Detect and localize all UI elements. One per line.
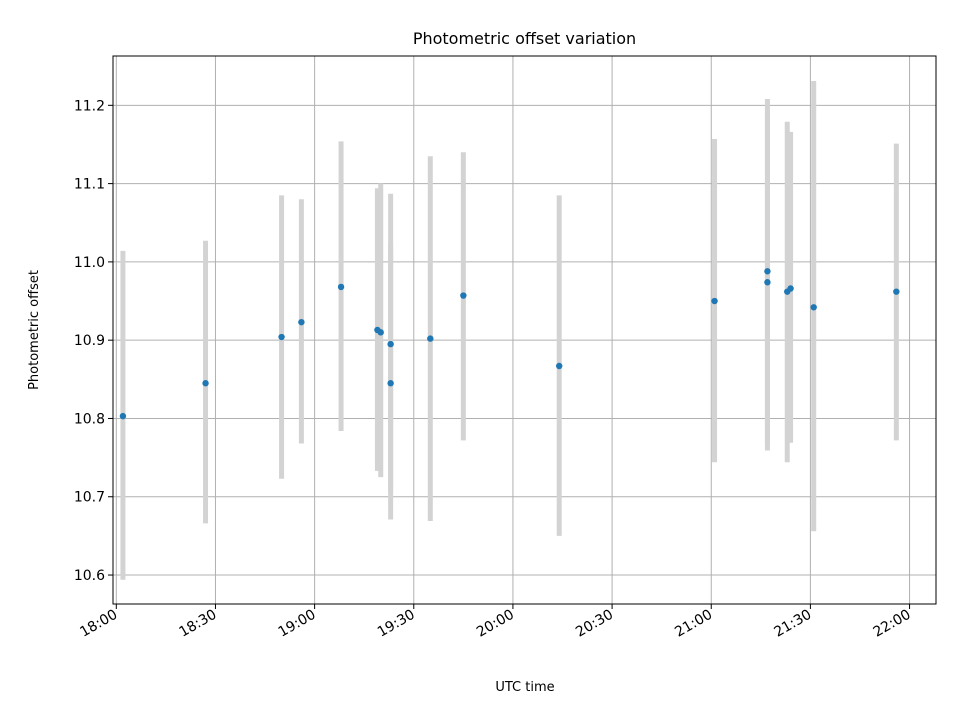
data-point	[711, 297, 718, 305]
data-point	[787, 285, 794, 292]
y-tick-label: 11.2	[74, 98, 105, 114]
data-point	[764, 279, 771, 286]
data-point	[377, 329, 384, 336]
data-point	[298, 318, 305, 326]
y-axis-label: Photometric offset	[27, 270, 42, 390]
data-point	[337, 283, 345, 291]
data-point	[387, 340, 394, 348]
data-point	[278, 333, 285, 341]
data-point	[810, 304, 817, 311]
data-point	[202, 380, 209, 387]
y-tick-label: 10.7	[74, 490, 105, 506]
y-tick-label: 10.6	[74, 568, 105, 584]
data-point	[893, 288, 900, 295]
x-axis-label: UTC time	[495, 680, 554, 695]
plot-frame	[112, 55, 937, 605]
data-points	[119, 268, 900, 420]
y-tick-label: 10.8	[74, 411, 105, 427]
y-tick-label: 11.0	[74, 255, 105, 271]
y-tick-label: 10.9	[74, 333, 105, 349]
data-point	[427, 335, 434, 342]
data-point	[764, 268, 771, 275]
data-point	[556, 362, 563, 370]
grid	[113, 56, 936, 604]
plot-area	[113, 56, 936, 604]
data-point	[460, 292, 467, 299]
data-point	[387, 380, 394, 387]
data-point	[119, 412, 127, 420]
y-tick-label: 11.1	[74, 177, 105, 193]
chart-title: Photometric offset variation	[413, 29, 636, 48]
